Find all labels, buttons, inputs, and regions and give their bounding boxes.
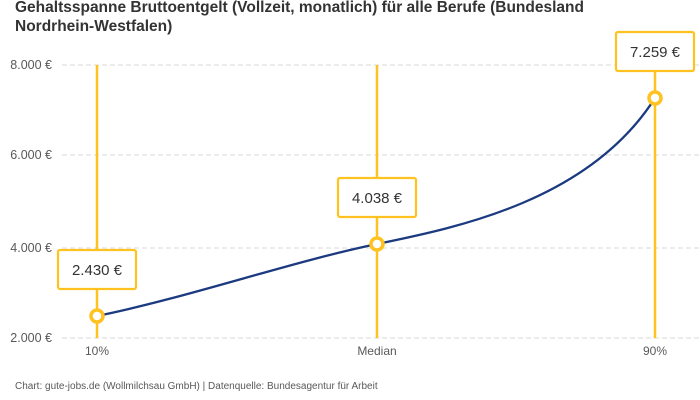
svg-text:4.000 €: 4.000 € — [10, 241, 52, 255]
svg-text:4.038 €: 4.038 € — [352, 190, 403, 207]
svg-text:8.000 €: 8.000 € — [10, 58, 52, 72]
svg-text:6.000 €: 6.000 € — [10, 148, 52, 162]
svg-text:7.259 €: 7.259 € — [630, 44, 681, 61]
svg-text:90%: 90% — [643, 344, 667, 358]
svg-text:Median: Median — [357, 344, 396, 358]
svg-text:10%: 10% — [85, 344, 109, 358]
svg-text:2.000 €: 2.000 € — [10, 331, 52, 345]
svg-text:2.430 €: 2.430 € — [72, 262, 123, 279]
